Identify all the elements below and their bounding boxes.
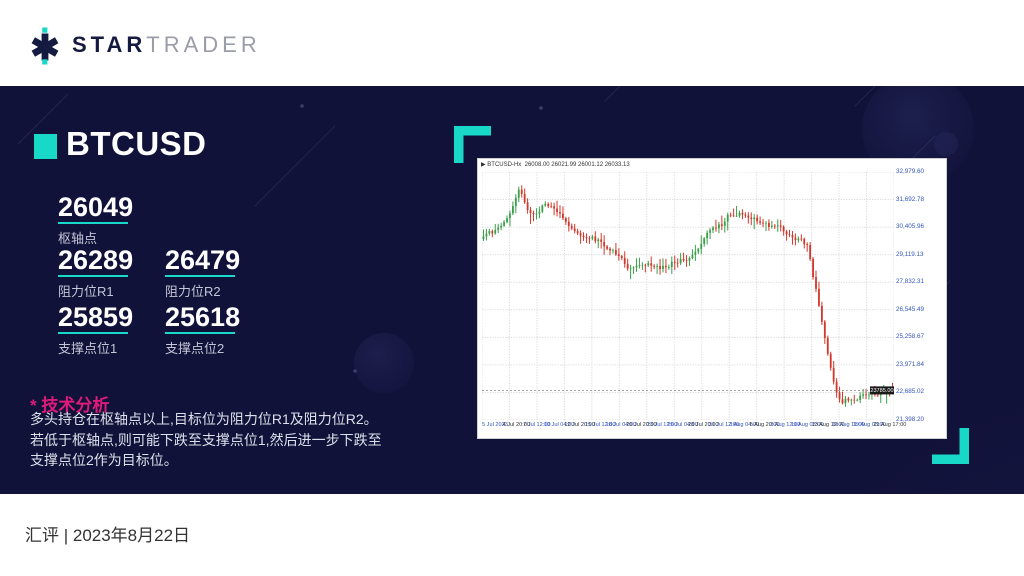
svg-text:23785.00: 23785.00: [870, 388, 893, 394]
